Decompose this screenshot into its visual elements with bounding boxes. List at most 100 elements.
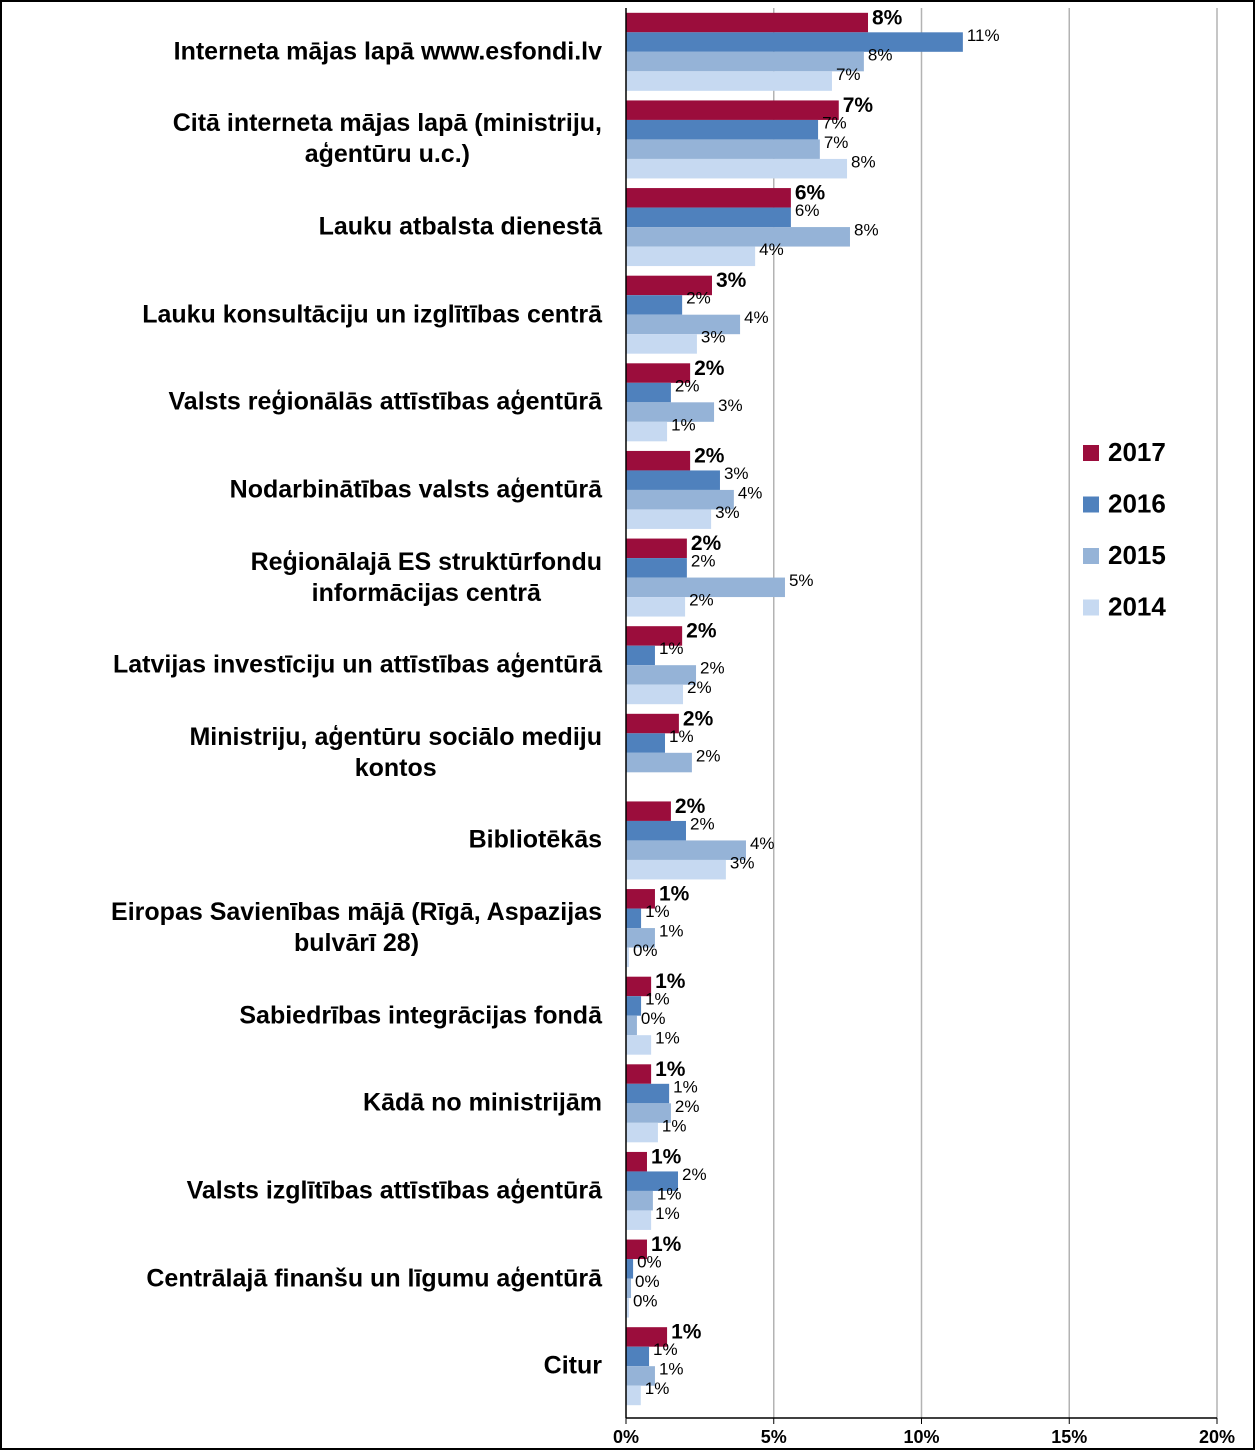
- value-label: 1%: [645, 990, 670, 1009]
- bar: [626, 509, 712, 529]
- bar: [626, 1210, 652, 1230]
- bar: [626, 752, 692, 773]
- category-label: Valsts reģionālās attīstības aģentūrā: [168, 387, 603, 416]
- value-label: 2%: [687, 678, 712, 697]
- bar: [626, 207, 791, 228]
- value-label: 7%: [843, 94, 874, 117]
- bar: [626, 188, 791, 208]
- bar: [626, 976, 652, 997]
- value-label: 2%: [689, 591, 714, 610]
- bar: [626, 1366, 655, 1386]
- value-label: 7%: [836, 65, 861, 84]
- value-label: 3%: [715, 503, 740, 522]
- category-label: Valsts izglītības attīstības aģentūrā: [186, 1176, 602, 1205]
- value-label: 8%: [868, 45, 893, 64]
- value-label: 6%: [795, 182, 826, 205]
- value-label: 11%: [967, 26, 1000, 45]
- category-label: Lauku konsultāciju un izglītības centrā: [142, 300, 602, 329]
- value-label: 2%: [694, 357, 725, 380]
- bar: [626, 246, 756, 267]
- bar: [626, 363, 691, 383]
- category-label: Interneta mājas lapā www.esfondi.lv: [173, 37, 602, 66]
- value-label: 1%: [651, 1145, 682, 1168]
- value-label: 1%: [662, 1116, 687, 1135]
- bar: [626, 402, 715, 422]
- bar: [626, 859, 726, 880]
- category-label: Reģionālajā ES struktūrfondu informācija…: [250, 547, 602, 607]
- bar: [626, 470, 720, 490]
- value-label: 2%: [682, 1165, 707, 1184]
- bar: [626, 1035, 652, 1055]
- value-label: 1%: [669, 727, 694, 746]
- x-tick-label: 5%: [761, 1427, 787, 1447]
- bar: [626, 558, 687, 578]
- category-label: Latvijas investīciju un attīstības aģent…: [112, 650, 602, 679]
- value-label: 4%: [759, 240, 784, 259]
- legend-swatch: [1083, 599, 1099, 616]
- x-tick-label: 0%: [613, 1427, 639, 1447]
- category-label: Citur: [543, 1351, 602, 1380]
- value-label: 0%: [633, 1292, 658, 1311]
- value-label: 7%: [824, 133, 849, 152]
- value-label: 1%: [671, 1321, 702, 1344]
- value-label: 0%: [641, 1009, 666, 1028]
- bar: [626, 626, 683, 646]
- value-label: 1%: [673, 1077, 698, 1096]
- value-label: 2%: [691, 532, 722, 555]
- bar: [626, 119, 819, 140]
- bar: [626, 295, 683, 315]
- bar: [626, 684, 684, 705]
- category-label: Ministriju, aģentūru sociālo mediju kont…: [189, 722, 602, 782]
- bar: [626, 801, 671, 821]
- bar: [626, 275, 712, 296]
- value-label: 3%: [718, 396, 743, 415]
- value-label: 1%: [671, 415, 696, 434]
- value-label: 2%: [691, 552, 716, 571]
- value-label: 8%: [851, 152, 876, 171]
- bar: [626, 733, 666, 753]
- bar: [626, 32, 963, 52]
- value-label: 3%: [716, 269, 747, 292]
- bar: [626, 597, 686, 617]
- bar: [626, 538, 687, 559]
- bar: [626, 1190, 653, 1211]
- value-label: 1%: [655, 970, 686, 993]
- bar: [626, 928, 655, 948]
- value-label: 1%: [659, 1360, 684, 1379]
- value-label: 1%: [657, 1184, 682, 1203]
- bar: [626, 100, 839, 120]
- category-label: Kādā no ministrijām: [363, 1088, 602, 1117]
- bar: [626, 1103, 671, 1123]
- bar: [626, 12, 869, 33]
- value-label: 7%: [822, 113, 847, 132]
- value-label: 1%: [659, 922, 684, 941]
- bar: [626, 665, 697, 685]
- value-label: 2%: [690, 814, 715, 833]
- legend-label: 2014: [1108, 591, 1166, 621]
- value-label: 2%: [675, 376, 700, 395]
- value-label: 1%: [655, 1029, 680, 1048]
- bar: [626, 889, 655, 909]
- value-label: 3%: [701, 328, 726, 347]
- value-label: 1%: [655, 1058, 686, 1081]
- value-label: 5%: [789, 571, 814, 590]
- value-label: 6%: [795, 201, 820, 220]
- category-label: Bibliotēkās: [468, 825, 602, 854]
- value-label: 0%: [635, 1272, 660, 1291]
- bar: [626, 51, 864, 72]
- value-label: 4%: [750, 834, 775, 853]
- value-label: 3%: [730, 853, 755, 872]
- value-label: 4%: [738, 483, 763, 502]
- bar: [626, 450, 691, 471]
- category-label: Sabiedrības integrācijas fondā: [239, 1001, 602, 1030]
- value-label: 2%: [675, 1097, 700, 1116]
- value-label: 3%: [724, 464, 749, 483]
- value-label: 1%: [659, 883, 690, 906]
- legend-label: 2016: [1108, 488, 1166, 518]
- value-label: 1%: [659, 639, 684, 658]
- x-tick-label: 20%: [1199, 1427, 1235, 1447]
- legend-label: 2015: [1108, 540, 1166, 570]
- bar: [626, 489, 734, 510]
- bar: [626, 1064, 652, 1084]
